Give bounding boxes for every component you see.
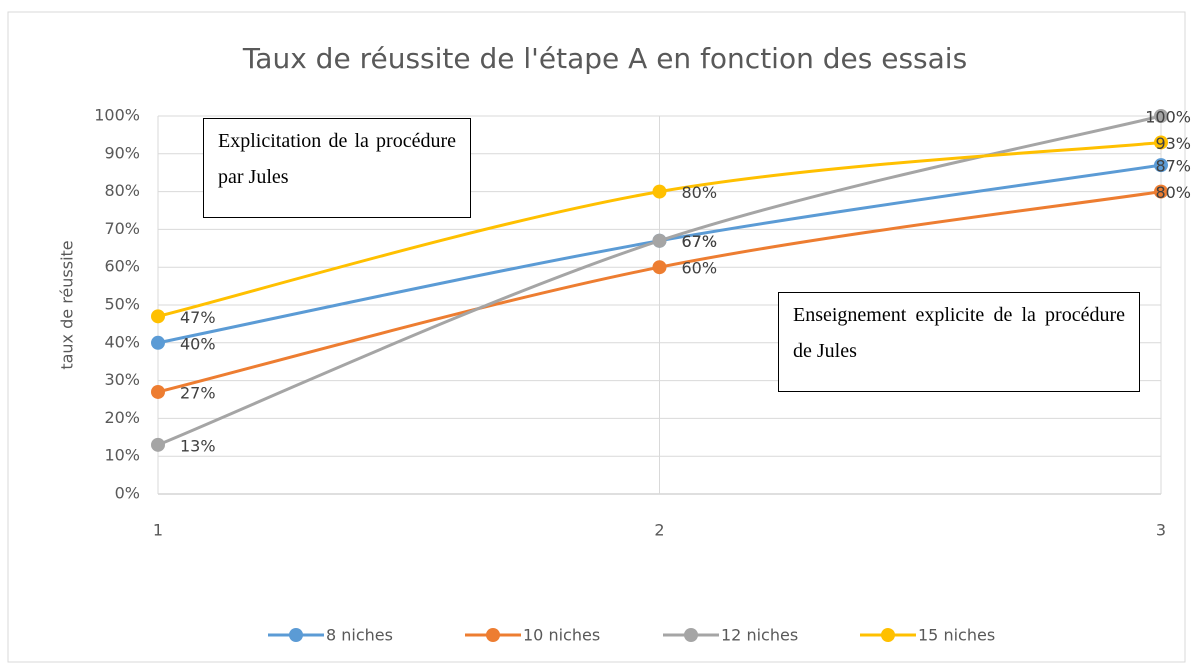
y-tick-label: 10% <box>104 446 140 465</box>
y-tick-label: 40% <box>104 332 140 351</box>
data-label: 13% <box>180 436 216 455</box>
data-label: 60% <box>682 259 718 278</box>
legend-label: 12 niches <box>721 626 798 645</box>
annotation: Explicitation de la procédure par Jules <box>203 118 471 218</box>
point <box>151 335 165 350</box>
legend-label: 8 niches <box>326 626 393 645</box>
data-label: 27% <box>180 383 216 402</box>
legend-marker <box>289 628 303 642</box>
x-tick-label: 2 <box>654 521 664 540</box>
y-tick-label: 60% <box>104 257 140 276</box>
legend-label: 15 niches <box>918 626 995 645</box>
legend-marker <box>486 628 500 642</box>
point <box>652 184 667 199</box>
y-tick-label: 20% <box>104 408 140 427</box>
point <box>151 384 165 399</box>
y-tick-label: 100% <box>94 106 140 125</box>
data-label: 47% <box>180 308 216 327</box>
data-label: 67% <box>682 232 718 251</box>
point <box>652 233 667 248</box>
annotation: Enseignement explicite de la procédure d… <box>778 292 1140 392</box>
chart-title: Taux de réussite de l'étape A en fonctio… <box>242 42 967 75</box>
data-label: 80% <box>1155 183 1191 202</box>
data-label: 80% <box>682 183 718 202</box>
y-tick-label: 0% <box>115 484 140 503</box>
y-axis-label: taux de réussite <box>58 240 77 369</box>
y-tick-label: 50% <box>104 295 140 314</box>
data-label: 40% <box>180 334 216 353</box>
y-tick-label: 70% <box>104 219 140 238</box>
y-tick-label: 80% <box>104 181 140 200</box>
legend-marker <box>684 628 698 642</box>
point <box>1154 109 1168 123</box>
legend-marker <box>881 628 895 642</box>
y-tick-label: 30% <box>104 370 140 389</box>
data-label: 100% <box>1145 108 1191 127</box>
point <box>151 309 165 324</box>
x-tick-label: 3 <box>1156 521 1166 540</box>
point <box>151 437 165 452</box>
y-tick-label: 90% <box>104 143 140 162</box>
point <box>652 260 667 275</box>
x-tick-label: 1 <box>153 521 163 540</box>
point <box>1154 135 1168 150</box>
legend-label: 10 niches <box>523 626 600 645</box>
point <box>1154 158 1168 173</box>
data-label: 67% <box>682 232 718 251</box>
point <box>1154 184 1168 199</box>
data-label: 93% <box>1155 134 1191 153</box>
data-label: 87% <box>1155 157 1191 176</box>
